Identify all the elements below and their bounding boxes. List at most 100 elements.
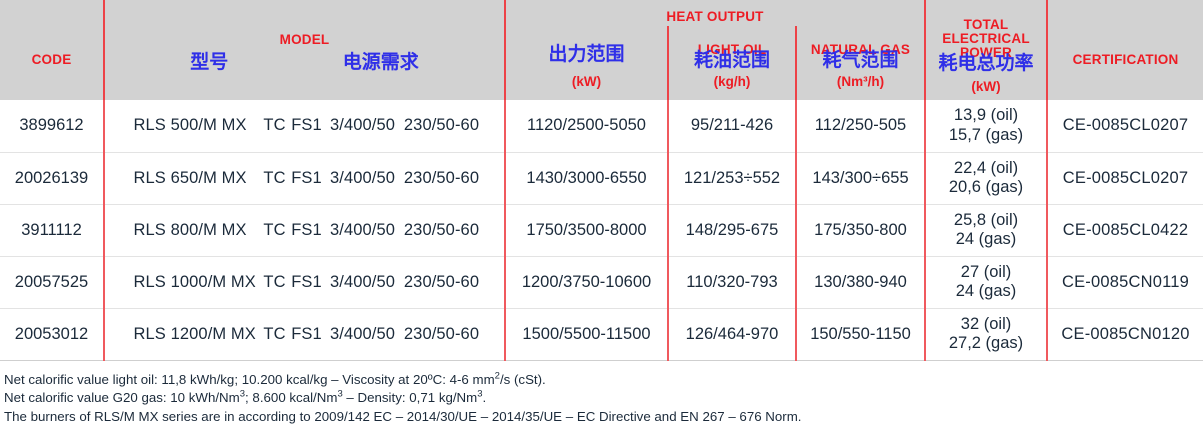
header-natural-gas-unit: (Nm³/h) bbox=[836, 74, 885, 89]
model-fs: FS1 bbox=[291, 220, 322, 239]
cell-natural-gas: 112/250-505 bbox=[794, 100, 926, 153]
model-fs: FS1 bbox=[291, 168, 322, 187]
cell-natural-gas: 175/350-800 bbox=[794, 204, 926, 257]
model-fs: FS1 bbox=[291, 116, 322, 135]
header-natural-gas: NATURAL GAS 耗气范围 (Nm³/h) bbox=[794, 26, 926, 100]
table-row: 3899612 RLS 500/M MX TC FS1 3/400/50 230/50-… bbox=[0, 100, 1203, 153]
table-row: 20057525 RLS 1000/M MX TC FS1 3/400/50 230/5… bbox=[0, 256, 1203, 309]
model-tc: TC bbox=[263, 220, 286, 239]
header-model: MODEL 型号 电源需求 bbox=[103, 26, 505, 100]
power-oil-value: 22,4 (oil) bbox=[953, 158, 1019, 177]
header-group-spacer-model bbox=[103, 0, 505, 26]
header-heat-output: 出力范围 (kW) bbox=[504, 26, 668, 100]
model-fs: FS1 bbox=[291, 324, 322, 343]
footnote-superscript: 2 bbox=[494, 370, 500, 382]
header-total-power-zh: 耗电总功率 bbox=[938, 52, 1034, 74]
model-fs: FS1 bbox=[291, 272, 322, 291]
footnote-superscript: 3 bbox=[337, 388, 343, 400]
cell-certification: CE-0085CN0120 bbox=[1046, 308, 1203, 361]
cell-model: RLS 1000/M MX TC FS1 3/400/50 230/50-60 bbox=[103, 256, 505, 309]
header-group-row: HEAT OUTPUT bbox=[0, 0, 1203, 26]
header-certification: CERTIFICATION bbox=[1046, 26, 1203, 100]
cell-code: 20053012 bbox=[0, 308, 104, 361]
table-row: 20053012 RLS 1200/M MX TC FS1 3/400/50 230/5… bbox=[0, 308, 1203, 361]
header-natural-gas-label: NATURAL GAS bbox=[810, 42, 911, 57]
power-oil-value: 13,9 (oil) bbox=[953, 106, 1019, 125]
cell-code: 20057525 bbox=[0, 256, 104, 309]
header-heat-output-unit: (kW) bbox=[571, 74, 602, 89]
model-name: RLS 1200/M MX bbox=[133, 324, 256, 343]
model-supply-primary: 3/400/50 bbox=[329, 272, 396, 291]
cell-certification: CE-0085CL0207 bbox=[1046, 152, 1203, 205]
header-total-power-line1: TOTAL bbox=[963, 17, 1009, 32]
cell-heat-output: 1750/3500-8000 bbox=[504, 204, 668, 257]
cell-heat-output: 1430/3000-6550 bbox=[504, 152, 668, 205]
cell-natural-gas: 130/380-940 bbox=[794, 256, 926, 309]
cell-certification: CE-0085CL0207 bbox=[1046, 100, 1203, 153]
model-supply-secondary: 230/50-60 bbox=[403, 220, 480, 239]
model-tc: TC bbox=[263, 272, 286, 291]
model-supply-primary: 3/400/50 bbox=[329, 324, 396, 343]
header-light-oil-zh: 耗油范围 bbox=[693, 49, 770, 71]
cell-heat-output: 1500/5500-11500 bbox=[504, 308, 668, 361]
cell-total-power: 25,8 (oil) 24 (gas) bbox=[924, 204, 1048, 257]
header-power-supply-zh: 电源需求 bbox=[342, 51, 419, 73]
cell-model: RLS 1200/M MX TC FS1 3/400/50 230/50-60 bbox=[103, 308, 505, 361]
header-total-electrical-power: TOTAL ELECTRICAL POWER 耗电总功率 (kW) bbox=[924, 18, 1048, 100]
model-supply-secondary: 230/50-60 bbox=[403, 116, 480, 135]
model-tc: TC bbox=[263, 324, 286, 343]
header-total-power-line3: POWER bbox=[960, 45, 1013, 60]
cell-code: 3911112 bbox=[0, 204, 104, 257]
header-group-heat-output: HEAT OUTPUT bbox=[503, 0, 926, 26]
cell-code: 20026139 bbox=[0, 152, 104, 205]
footnote-gas-text2: ; 8.600 kcal/Nm bbox=[245, 390, 338, 406]
power-oil-value: 25,8 (oil) bbox=[953, 210, 1019, 229]
header-group-spacer-code bbox=[0, 0, 104, 26]
header-certification-label: CERTIFICATION bbox=[1072, 52, 1179, 68]
cell-model: RLS 650/M MX TC FS1 3/400/50 230/50-60 bbox=[103, 152, 505, 205]
footnote-gas-tail: . bbox=[482, 390, 487, 406]
header-natural-gas-zh: 耗气范围 bbox=[822, 49, 899, 71]
footnote-light-oil: Net calorific value light oil: 11,8 kWh/… bbox=[4, 371, 1203, 390]
footnote-directives: The burners of RLS/M MX series are in ac… bbox=[4, 409, 802, 425]
table-body: 3899612 RLS 500/M MX TC FS1 3/400/50 230/50-… bbox=[0, 100, 1203, 361]
cell-certification: CE-0085CL0422 bbox=[1046, 204, 1203, 257]
model-name: RLS 800/M MX bbox=[133, 220, 247, 239]
cell-total-power: 32 (oil) 27,2 (gas) bbox=[924, 308, 1048, 361]
header-column-row: CODE MODEL 型号 电源需求 出力范围 bbox=[0, 18, 1203, 100]
cell-natural-gas: 150/550-1150 bbox=[794, 308, 926, 361]
power-gas-value: 27,2 (gas) bbox=[948, 334, 1024, 352]
header-code: CODE bbox=[0, 26, 104, 100]
header-light-oil: LIGHT OIL 耗油范围 (kg/h) bbox=[667, 26, 796, 100]
model-supply-primary: 3/400/50 bbox=[329, 220, 396, 239]
model-supply-secondary: 230/50-60 bbox=[403, 168, 480, 187]
header-model-label: MODEL bbox=[279, 32, 330, 47]
model-tc: TC bbox=[263, 116, 286, 135]
cell-light-oil: 148/295-675 bbox=[667, 204, 796, 257]
model-name: RLS 650/M MX bbox=[133, 168, 247, 187]
header-light-oil-unit: (kg/h) bbox=[713, 74, 751, 89]
cell-light-oil: 126/464-970 bbox=[667, 308, 796, 361]
model-supply-secondary: 230/50-60 bbox=[403, 324, 480, 343]
footnote-superscript: 3 bbox=[239, 388, 246, 400]
cell-model: RLS 800/M MX TC FS1 3/400/50 230/50-60 bbox=[103, 204, 505, 257]
power-oil-value: 32 (oil) bbox=[960, 314, 1012, 333]
model-supply-primary: 3/400/50 bbox=[329, 168, 396, 187]
cell-total-power: 13,9 (oil) 15,7 (gas) bbox=[924, 100, 1048, 153]
power-gas-value: 15,7 (gas) bbox=[948, 125, 1024, 144]
footnote-gas-text3: – Density: 0,71 kg/Nm bbox=[342, 390, 478, 406]
header-heat-output-zh: 出力范围 bbox=[548, 43, 625, 65]
cell-light-oil: 121/253÷552 bbox=[667, 152, 796, 205]
model-supply-primary: 3/400/50 bbox=[329, 116, 396, 135]
cell-model: RLS 500/M MX TC FS1 3/400/50 230/50-60 bbox=[103, 100, 505, 153]
footnote-gas: Net calorific value G20 gas: 10 kWh/Nm3;… bbox=[4, 389, 1203, 408]
cell-light-oil: 110/320-793 bbox=[667, 256, 796, 309]
model-tc: TC bbox=[263, 168, 286, 187]
cell-light-oil: 95/211-426 bbox=[667, 100, 796, 153]
power-gas-value: 24 (gas) bbox=[955, 230, 1017, 248]
cell-code: 3899612 bbox=[0, 100, 104, 153]
table-row: 20026139 RLS 650/M MX TC FS1 3/400/50 230/50… bbox=[0, 152, 1203, 205]
table-row: 3911112 RLS 800/M MX TC FS1 3/400/50 230/50-… bbox=[0, 204, 1203, 257]
cell-natural-gas: 143/300÷655 bbox=[794, 152, 926, 205]
footnote-light-oil-tail: /s (cSt). bbox=[499, 371, 546, 387]
